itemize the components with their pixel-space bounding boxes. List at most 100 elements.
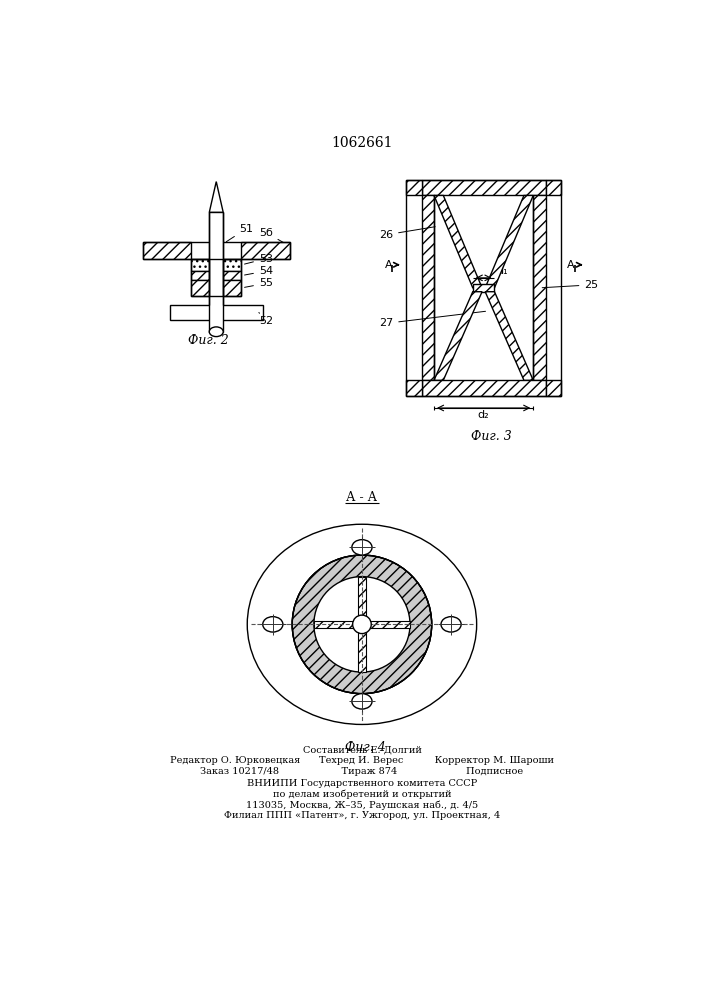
Wedge shape bbox=[386, 564, 403, 586]
Wedge shape bbox=[367, 555, 376, 578]
Wedge shape bbox=[298, 644, 320, 659]
Text: 5б: 5б bbox=[259, 228, 284, 243]
Text: Фиг. 3: Фиг. 3 bbox=[471, 430, 512, 443]
Wedge shape bbox=[355, 555, 362, 577]
Bar bbox=[209, 212, 223, 332]
Text: 54: 54 bbox=[245, 266, 273, 276]
Bar bbox=[209, 212, 223, 296]
Wedge shape bbox=[310, 656, 329, 676]
Wedge shape bbox=[293, 603, 316, 614]
Text: d₂: d₂ bbox=[478, 410, 489, 420]
Wedge shape bbox=[397, 578, 419, 596]
Circle shape bbox=[292, 555, 432, 694]
Wedge shape bbox=[293, 629, 315, 639]
Text: Фиг. 2: Фиг. 2 bbox=[188, 334, 229, 347]
Wedge shape bbox=[377, 668, 390, 690]
Polygon shape bbox=[546, 380, 561, 396]
Wedge shape bbox=[394, 573, 414, 592]
Circle shape bbox=[353, 615, 371, 634]
Wedge shape bbox=[408, 634, 430, 646]
Text: Фиг. 4: Фиг. 4 bbox=[346, 741, 386, 754]
Polygon shape bbox=[143, 242, 192, 259]
Wedge shape bbox=[409, 610, 431, 619]
Text: 113035, Москва, Ж–35, Раушская наб., д. 4/5: 113035, Москва, Ж–35, Раушская наб., д. … bbox=[246, 801, 478, 810]
Wedge shape bbox=[305, 652, 326, 671]
Wedge shape bbox=[321, 564, 338, 586]
Polygon shape bbox=[241, 242, 290, 259]
Wedge shape bbox=[409, 629, 431, 639]
Wedge shape bbox=[315, 660, 334, 680]
Wedge shape bbox=[397, 652, 419, 671]
Polygon shape bbox=[434, 292, 482, 380]
Wedge shape bbox=[401, 584, 422, 600]
Wedge shape bbox=[410, 617, 432, 624]
Text: ВНИИПИ Государственного комитета СССР: ВНИИПИ Государственного комитета СССР bbox=[247, 779, 477, 788]
Text: Составитель Е. Долгий: Составитель Е. Долгий bbox=[303, 745, 421, 754]
Wedge shape bbox=[292, 624, 314, 632]
Wedge shape bbox=[310, 573, 329, 592]
Polygon shape bbox=[546, 180, 561, 195]
Text: A: A bbox=[567, 260, 581, 270]
Wedge shape bbox=[362, 672, 369, 694]
Polygon shape bbox=[209, 182, 223, 212]
Polygon shape bbox=[406, 380, 421, 396]
Wedge shape bbox=[394, 656, 414, 676]
Bar bbox=[192, 259, 241, 271]
Wedge shape bbox=[347, 555, 357, 578]
Text: Филиал ППП «Патент», г. Ужгород, ул. Проектная, 4: Филиал ППП «Патент», г. Ужгород, ул. Про… bbox=[224, 811, 500, 820]
Text: А - А: А - А bbox=[346, 491, 378, 504]
Wedge shape bbox=[404, 590, 426, 605]
Polygon shape bbox=[406, 180, 421, 195]
Wedge shape bbox=[327, 561, 342, 583]
Ellipse shape bbox=[247, 524, 477, 724]
Wedge shape bbox=[406, 596, 428, 610]
Text: Заказ 10217/48                    Тираж 874                      Подписное: Заказ 10217/48 Тираж 874 Подписное bbox=[200, 767, 523, 776]
Wedge shape bbox=[334, 558, 347, 581]
Text: 52: 52 bbox=[259, 312, 273, 326]
Wedge shape bbox=[382, 561, 397, 583]
Wedge shape bbox=[372, 557, 383, 579]
Ellipse shape bbox=[209, 327, 223, 337]
Text: d₁: d₁ bbox=[497, 266, 508, 276]
Wedge shape bbox=[386, 663, 403, 684]
Text: 26: 26 bbox=[379, 227, 436, 240]
Wedge shape bbox=[327, 666, 342, 688]
Wedge shape bbox=[296, 639, 318, 653]
Bar bbox=[209, 257, 223, 297]
Polygon shape bbox=[421, 180, 546, 195]
Wedge shape bbox=[390, 660, 409, 680]
Bar bbox=[192, 259, 241, 296]
Text: A: A bbox=[385, 260, 398, 270]
Wedge shape bbox=[377, 558, 390, 581]
Wedge shape bbox=[293, 634, 316, 646]
Wedge shape bbox=[347, 671, 357, 693]
Wedge shape bbox=[401, 648, 422, 665]
Text: по делам изобретений и открытий: по делам изобретений и открытий bbox=[273, 790, 451, 799]
Bar bbox=[192, 280, 241, 296]
Circle shape bbox=[314, 577, 410, 672]
Wedge shape bbox=[382, 666, 397, 688]
Wedge shape bbox=[298, 590, 320, 605]
Wedge shape bbox=[305, 578, 326, 596]
Bar bbox=[170, 305, 263, 320]
Wedge shape bbox=[334, 668, 347, 690]
Polygon shape bbox=[533, 195, 546, 380]
Ellipse shape bbox=[441, 617, 461, 632]
Wedge shape bbox=[408, 603, 430, 614]
Text: 55: 55 bbox=[245, 278, 273, 288]
Wedge shape bbox=[321, 663, 338, 684]
Wedge shape bbox=[390, 568, 409, 589]
Wedge shape bbox=[372, 670, 383, 692]
Polygon shape bbox=[485, 195, 533, 288]
Wedge shape bbox=[340, 670, 352, 692]
Ellipse shape bbox=[352, 540, 372, 555]
Ellipse shape bbox=[263, 617, 283, 632]
Polygon shape bbox=[362, 620, 410, 628]
Wedge shape bbox=[340, 557, 352, 579]
Wedge shape bbox=[362, 555, 369, 577]
Polygon shape bbox=[485, 292, 533, 380]
Polygon shape bbox=[314, 620, 362, 628]
Ellipse shape bbox=[352, 694, 372, 709]
Text: 27: 27 bbox=[379, 311, 486, 328]
Wedge shape bbox=[404, 644, 426, 659]
